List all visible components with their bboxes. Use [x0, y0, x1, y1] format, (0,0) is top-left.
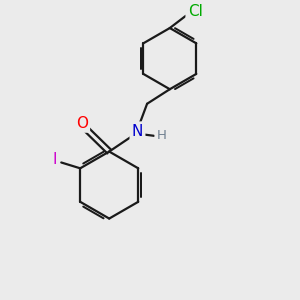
Text: H: H — [156, 129, 166, 142]
Text: N: N — [132, 124, 143, 139]
Text: O: O — [76, 116, 88, 130]
Text: Cl: Cl — [188, 4, 203, 19]
Text: I: I — [52, 152, 57, 167]
